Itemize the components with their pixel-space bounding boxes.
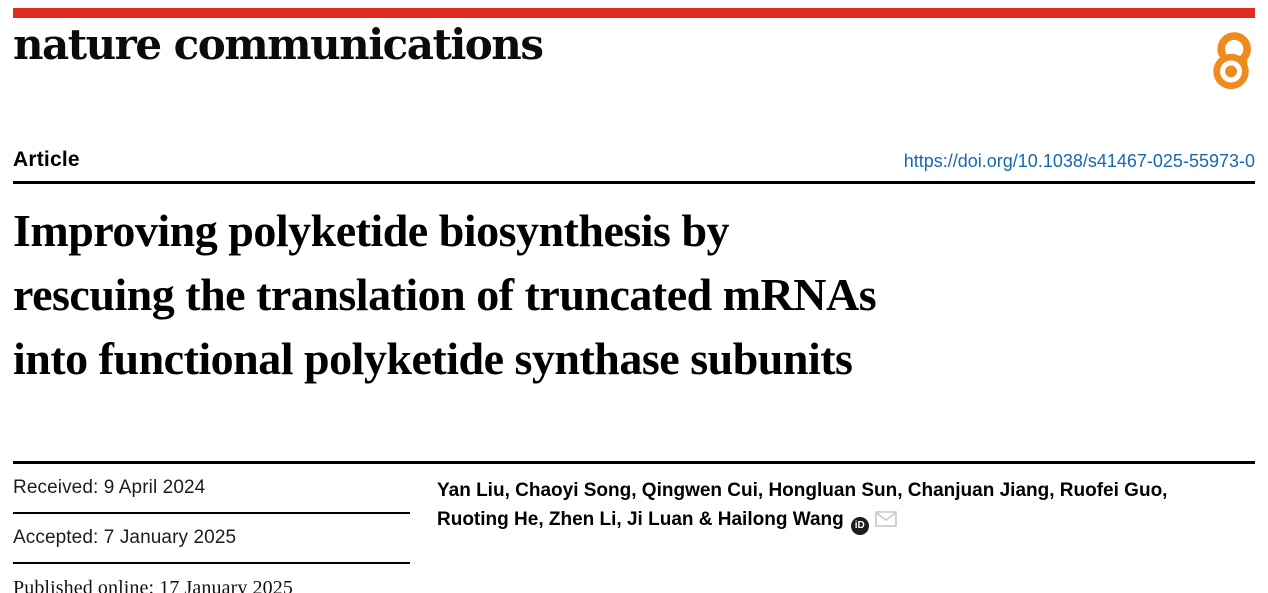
- history-dates-column: Received: 9 April 2024 Accepted: 7 Janua…: [13, 464, 410, 593]
- author-list-line-text: Ruoting He, Zhen Li, Ji Luan & Hailong W…: [437, 509, 844, 530]
- doi-link[interactable]: https://doi.org/10.1038/s41467-025-55973…: [903, 151, 1255, 171]
- open-access-icon: [1213, 32, 1251, 90]
- accepted-date: Accepted: 7 January 2025: [13, 514, 410, 564]
- paper-title-line: rescuing the translation of truncated mR…: [13, 269, 877, 320]
- paper-title-line: Improving polyketide biosynthesis by: [13, 205, 730, 256]
- paper-title: Improving polyketide biosynthesis by res…: [13, 199, 1255, 391]
- author-list: Yan Liu, Chaoyi Song, Qingwen Cui, Hongl…: [437, 464, 1167, 535]
- published-online-date: Published online: 17 January 2025: [13, 577, 293, 593]
- email-corresponding-author-icon[interactable]: [874, 511, 897, 527]
- brand-red-bar: [13, 8, 1255, 18]
- paper-title-line: into functional polyketide synthase subu…: [13, 333, 853, 384]
- journal-logo: nature communications: [13, 20, 544, 69]
- author-list-line: Yan Liu, Chaoyi Song, Qingwen Cui, Hongl…: [437, 480, 1168, 501]
- article-meta-section: Received: 9 April 2024 Accepted: 7 Janua…: [13, 461, 1255, 593]
- article-type-label: Article: [13, 148, 80, 171]
- received-date: Received: 9 April 2024: [13, 464, 410, 514]
- author-list-line-last: Ruoting He, Zhen Li, Ji Luan & Hailong W…: [437, 505, 1167, 535]
- article-type-row: Article https://doi.org/10.1038/s41467-0…: [13, 148, 1255, 184]
- orcid-icon[interactable]: iD: [850, 516, 869, 535]
